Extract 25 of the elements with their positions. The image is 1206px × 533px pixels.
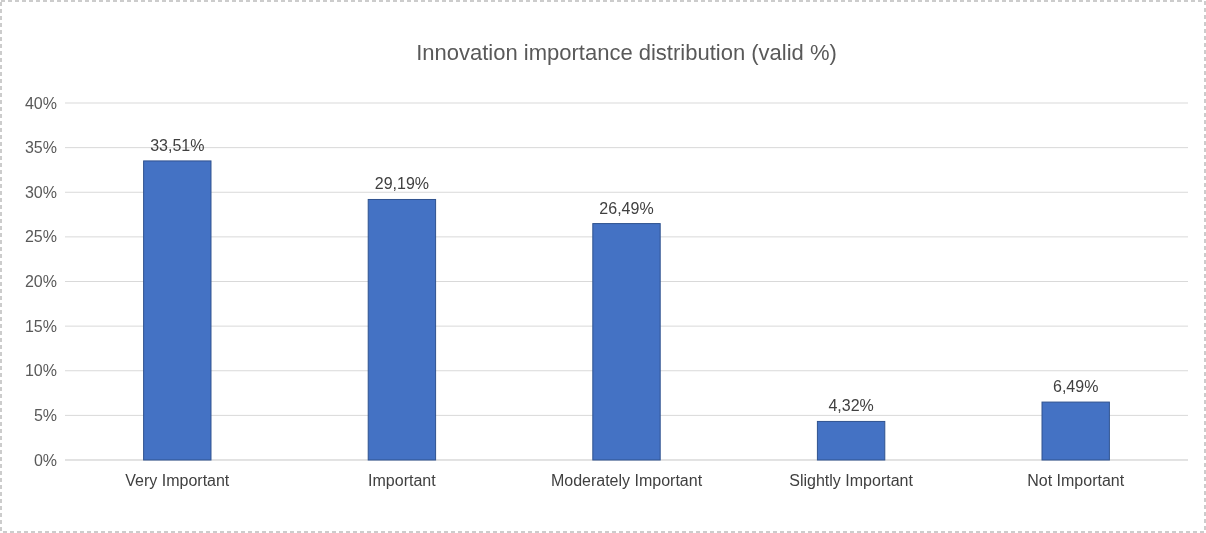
y-tick-label: 0% [33,451,57,469]
bar [143,160,212,461]
y-tick-label: 20% [24,273,57,291]
y-tick-label: 25% [24,228,57,246]
data-label: 33,51% [150,136,205,154]
data-label: 26,49% [599,199,654,217]
bar [1041,401,1110,461]
y-tick-label: 10% [24,362,57,380]
data-label: 29,19% [374,175,430,193]
x-tick-label: Important [368,472,437,489]
y-tick-label: 30% [24,183,57,201]
data-label: 4,32% [828,397,874,415]
y-tick-label: 5% [33,406,57,424]
chart-title: Innovation importance distribution (valid %) [416,40,837,65]
data-label: 6,49% [1053,378,1099,396]
y-tick-label: 35% [24,139,57,157]
y-tick-label: 40% [24,94,57,112]
x-tick-label: Very Important [125,472,230,489]
bar [367,198,437,461]
bar [816,420,886,461]
bar [592,223,661,461]
x-tick-label: Not Important [1027,472,1125,489]
x-tick-label: Moderately Important [550,472,703,489]
y-tick-label: 15% [24,317,57,335]
x-tick-label: Slightly Important [789,472,914,489]
